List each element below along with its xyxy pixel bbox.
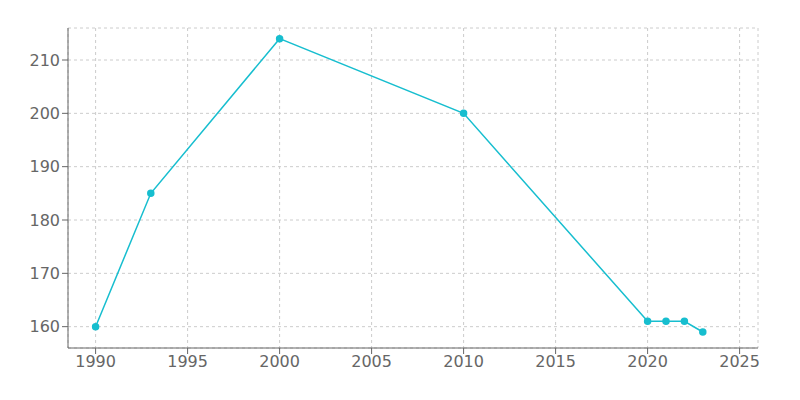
svg-text:180: 180 xyxy=(29,211,60,230)
svg-text:1995: 1995 xyxy=(167,352,208,371)
svg-text:200: 200 xyxy=(29,104,60,123)
svg-text:170: 170 xyxy=(29,264,60,283)
svg-text:2005: 2005 xyxy=(351,352,392,371)
svg-text:2010: 2010 xyxy=(443,352,484,371)
svg-text:2015: 2015 xyxy=(535,352,576,371)
svg-text:190: 190 xyxy=(29,157,60,176)
svg-text:160: 160 xyxy=(29,317,60,336)
svg-text:2020: 2020 xyxy=(627,352,668,371)
svg-text:1990: 1990 xyxy=(75,352,116,371)
svg-text:2000: 2000 xyxy=(259,352,300,371)
svg-text:2025: 2025 xyxy=(719,352,760,371)
svg-text:210: 210 xyxy=(29,51,60,70)
